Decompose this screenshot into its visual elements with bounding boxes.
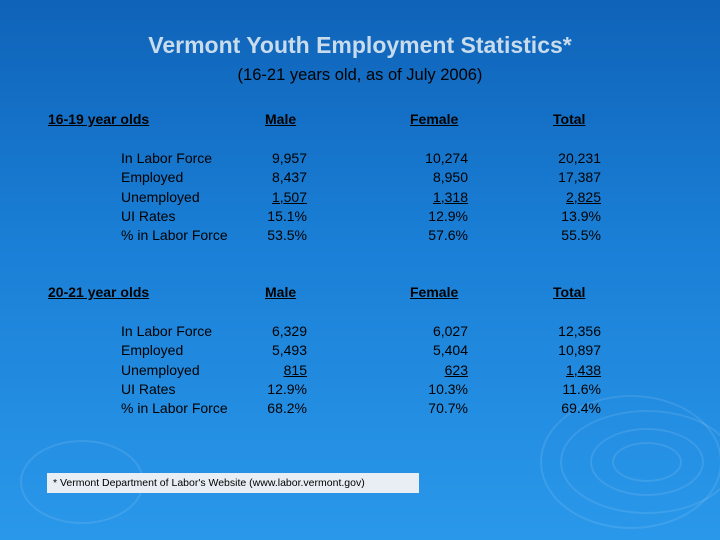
female-column: 10,274 8,950 1,318 12.9% 57.6%: [410, 149, 468, 245]
male-column: 6,329 5,493 815 12.9% 68.2%: [265, 322, 307, 418]
total-column: 12,356 10,897 1,438 11.6% 69.4%: [553, 322, 601, 418]
cell-value: 10.3%: [428, 380, 468, 397]
source-footnote: * Vermont Department of Labor's Website …: [47, 473, 419, 493]
cell-value: 10,897: [558, 342, 601, 359]
cell-value: 5,493: [271, 342, 307, 359]
cell-value: 6,329: [271, 323, 307, 339]
cell-value: 1,318: [432, 188, 468, 205]
cell-value: 15.1%: [267, 207, 307, 224]
cell-value: 68.2%: [267, 400, 307, 417]
header-male: Male: [265, 111, 297, 127]
cell-value: 57.6%: [428, 227, 468, 244]
row-label: Employed: [121, 342, 184, 359]
cell-value: 8,437: [271, 169, 307, 186]
cell-value: 55.5%: [561, 227, 601, 244]
header-total: Total: [553, 284, 586, 300]
group-label: 16-19 year olds: [48, 111, 150, 127]
ripple-decoration: [540, 395, 720, 529]
header-male: Male: [265, 284, 297, 300]
cell-value: 69.4%: [561, 400, 601, 417]
cell-value: 13.9%: [561, 207, 601, 224]
cell-value: 5,404: [432, 342, 468, 359]
row-label: Employed: [121, 169, 184, 186]
female-column: 6,027 5,404 623 10.3% 70.7%: [410, 322, 468, 418]
row-label: % in Labor Force: [121, 400, 228, 417]
row-label: Unemployed: [121, 188, 200, 205]
cell-value: 12,356: [558, 323, 601, 339]
cell-value: 12.9%: [267, 380, 307, 397]
cell-value: 623: [444, 361, 468, 378]
row-labels: In Labor Force Employed Unemployed UI Ra…: [121, 322, 228, 418]
header-total: Total: [553, 111, 586, 127]
cell-value: 1,438: [565, 361, 601, 378]
slide-title: Vermont Youth Employment Statistics*: [148, 32, 572, 58]
cell-value: 53.5%: [267, 227, 307, 244]
row-label: In Labor Force: [121, 150, 213, 166]
header-female: Female: [410, 111, 459, 127]
cell-value: 70.7%: [428, 400, 468, 417]
cell-value: 815: [283, 361, 307, 378]
cell-value: 6,027: [432, 323, 468, 339]
cell-value: 8,950: [432, 169, 468, 186]
row-label: In Labor Force: [121, 323, 213, 339]
slide-subtitle: (16-21 years old, as of July 2006): [237, 66, 483, 84]
cell-value: 20,231: [558, 150, 601, 166]
row-label: UI Rates: [121, 207, 176, 224]
group-label: 20-21 year olds: [48, 284, 150, 300]
cell-value: 17,387: [558, 169, 601, 186]
header-female: Female: [410, 284, 459, 300]
male-column: 9,957 8,437 1,507 15.1% 53.5%: [265, 149, 307, 245]
row-label: UI Rates: [121, 380, 176, 397]
row-label: % in Labor Force: [121, 227, 228, 244]
row-labels: In Labor Force Employed Unemployed UI Ra…: [121, 149, 228, 245]
cell-value: 12.9%: [428, 207, 468, 224]
cell-value: 9,957: [271, 150, 307, 166]
cell-value: 1,507: [271, 188, 307, 205]
cell-value: 11.6%: [562, 380, 601, 397]
row-label: Unemployed: [121, 361, 200, 378]
cell-value: 2,825: [565, 188, 601, 205]
cell-value: 10,274: [425, 150, 468, 166]
total-column: 20,231 17,387 2,825 13.9% 55.5%: [553, 149, 601, 245]
